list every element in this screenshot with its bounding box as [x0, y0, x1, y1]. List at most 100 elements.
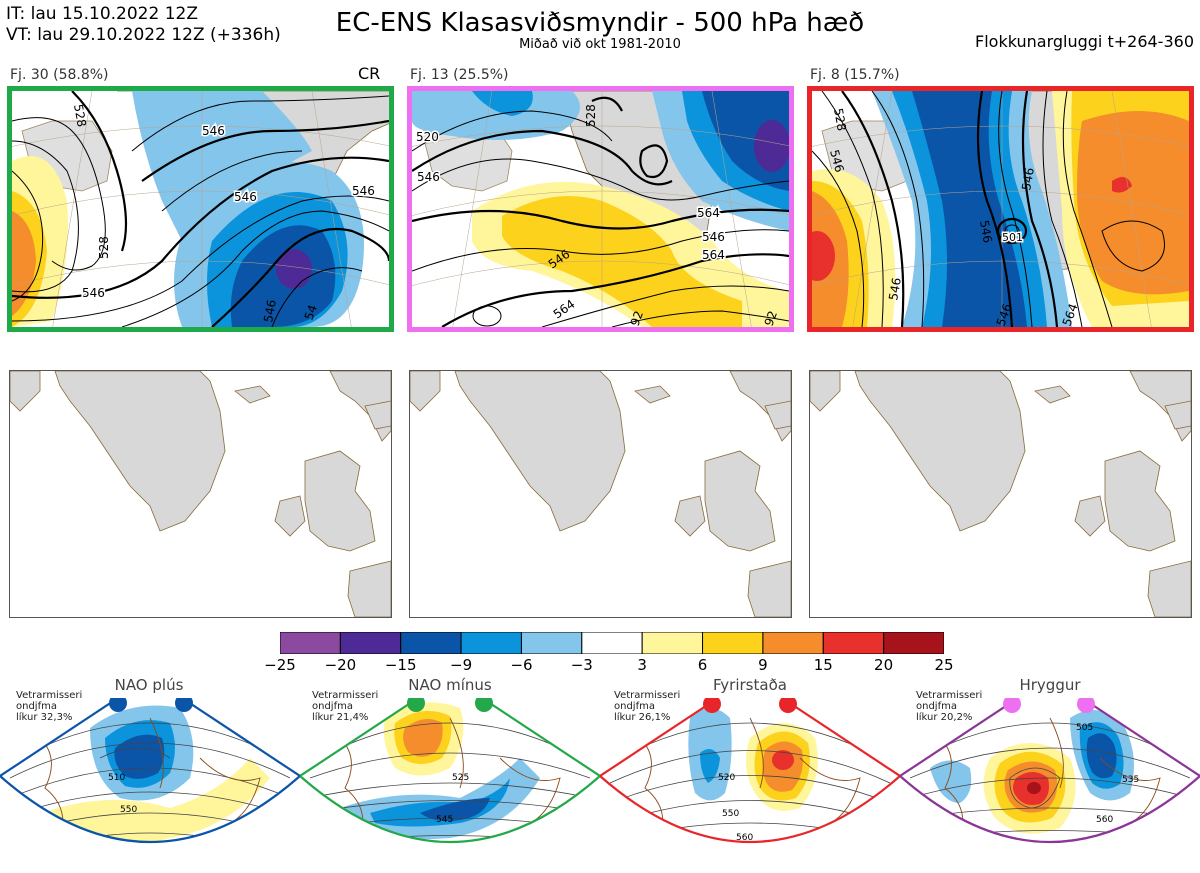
note-line: ondjfma	[16, 701, 57, 712]
contour-label: 564	[1060, 302, 1081, 327]
cluster-1-label: Fj. 30 (58.8%)	[10, 67, 109, 83]
contour-label: 520	[718, 773, 735, 783]
contour-label: 546	[886, 277, 904, 302]
cluster-3-map: 546 528 546 546 564 501 546 546	[807, 86, 1194, 332]
contour-label: 550	[722, 809, 739, 819]
contour-label: 546	[977, 219, 995, 244]
colorbar-swatch	[520, 631, 583, 655]
colorbar-tick-label: 15	[813, 656, 833, 674]
colorbar-swatch	[641, 631, 704, 655]
contour-label: 546	[827, 148, 846, 174]
colorbar-swatch	[339, 631, 402, 655]
contour-label: 564	[697, 206, 720, 220]
note-line: ondjfma	[312, 701, 353, 712]
contour-label: 535	[1122, 775, 1139, 785]
note-line: ondjfma	[614, 701, 655, 712]
contour-label: 92	[628, 309, 646, 327]
contour-label: 560	[1096, 815, 1113, 825]
colorbar-swatch	[460, 631, 522, 655]
colorbar-tick-label: 20	[874, 656, 894, 674]
contour-label: 528	[831, 107, 849, 132]
colorbar	[279, 631, 945, 658]
regime-2-note: Vetrarmisseri ondjfma líkur 21,4%	[312, 690, 378, 723]
contour-label: 546	[261, 299, 279, 324]
colorbar-swatch	[883, 631, 945, 655]
colorbar-tick-label: 3	[637, 656, 647, 674]
colorbar-tick-label: 25	[934, 656, 954, 674]
note-line: ondjfma	[916, 701, 957, 712]
note-line: Vetrarmisseri	[16, 690, 83, 701]
regime-4-map: 505 535 560	[900, 698, 1200, 873]
contour-label: 546	[417, 170, 440, 184]
cluster-1-cr-tag: CR	[358, 64, 381, 83]
contour-label: 545	[436, 815, 453, 825]
reference-map-1	[9, 370, 392, 618]
colorbar-swatch	[702, 631, 764, 655]
regime-2-title: NAO mínus	[408, 676, 492, 694]
note-line: Vetrarmisseri	[312, 690, 379, 701]
cluster-1-map: 528 546 546 546 546 54 528 546	[7, 86, 394, 332]
cluster-window: Flokkunargluggi t+264-360	[975, 32, 1194, 51]
colorbar-ticks: −25 −20 −15 −9 −6 −3 3 6 9 15 20 25	[260, 656, 960, 676]
note-line: Vetrarmisseri	[916, 690, 983, 701]
colorbar-tick-label: 6	[697, 656, 708, 674]
regime-1-note: Vetrarmisseri ondjfma líkur 32,3%	[16, 690, 82, 723]
initial-time: IT: lau 15.10.2022 12Z	[6, 4, 198, 24]
valid-time: VT: lau 29.10.2022 12Z (+336h)	[6, 25, 281, 45]
contour-label: 565	[446, 851, 463, 861]
note-line: líkur 20,2%	[916, 712, 973, 723]
contour-label: 560	[736, 833, 753, 843]
regime-1-title: NAO plús	[114, 676, 184, 694]
note-line: líkur 26,1%	[614, 712, 671, 723]
regime-2-map: 525 545 565	[300, 698, 600, 873]
colorbar-tick-label: −25	[264, 656, 296, 674]
contour-label: 546	[702, 230, 725, 244]
colorbar-tick-label: −15	[384, 656, 417, 674]
note-line: líkur 21,4%	[312, 712, 369, 723]
contour-label: 525	[452, 773, 469, 783]
regime-4-note: Vetrarmisseri ondjfma líkur 20,2%	[916, 690, 982, 723]
contour-label: 510	[108, 773, 125, 783]
header-info: IT: lau 15.10.2022 12Z VT: lau 29.10.202…	[6, 4, 281, 46]
colorbar-tick-label: −9	[450, 656, 473, 674]
colorbar-tick-label: 9	[758, 656, 768, 674]
page-subtitle: Miðað við okt 1981-2010	[519, 37, 681, 52]
colorbar-tick-label: −6	[510, 656, 533, 674]
contour-label: 54	[302, 303, 320, 322]
contour-label: 528	[71, 103, 89, 128]
regime-row: Vetrarmisseri ondjfma líkur 32,3% NAO pl…	[0, 676, 1200, 871]
colorbar-tick-label: −3	[570, 656, 593, 674]
contour-label: 92	[762, 309, 780, 327]
contour-label: 546	[994, 302, 1015, 327]
contour-label: 546	[82, 286, 105, 300]
note-line: Vetrarmisseri	[614, 690, 681, 701]
colorbar-swatch	[581, 631, 643, 655]
contour-label: 550	[120, 805, 137, 815]
contour-label: 501	[1002, 231, 1023, 244]
contour-label: 528	[584, 104, 598, 127]
cluster-3-label: Fj. 8 (15.7%)	[810, 67, 900, 83]
page-title: EC-ENS Klasasviðsmyndir - 500 hPa hæð	[335, 8, 865, 38]
contour-label: 520	[416, 130, 439, 144]
contour-label: 528	[97, 236, 111, 259]
regime-3-map: 520 550 560	[600, 698, 900, 873]
colorbar-swatch	[279, 631, 341, 655]
contour-label: 546	[1019, 167, 1037, 192]
cluster-2-label: Fj. 13 (25.5%)	[410, 67, 509, 83]
reference-map-3	[809, 370, 1192, 618]
reference-map-2	[409, 370, 792, 618]
regime-3-note: Vetrarmisseri ondjfma líkur 26,1%	[614, 690, 680, 723]
colorbar-swatch	[400, 631, 462, 655]
colorbar-swatch	[762, 631, 824, 655]
contour-label: 564	[702, 248, 725, 262]
contour-label: 546	[202, 124, 225, 138]
note-line: líkur 32,3%	[16, 712, 73, 723]
cluster-2-map: 528 546 546 564 564 92 92 546 564 520	[407, 86, 794, 332]
regime-4-title: Hryggur	[1019, 676, 1081, 694]
colorbar-tick-label: −20	[324, 656, 357, 674]
contour-label: 505	[1076, 723, 1093, 733]
regime-1-map: 510 550	[0, 698, 300, 873]
contour-label: 546	[234, 190, 257, 204]
regime-3-title: Fyrirstaða	[713, 676, 787, 694]
colorbar-swatch	[822, 631, 885, 655]
